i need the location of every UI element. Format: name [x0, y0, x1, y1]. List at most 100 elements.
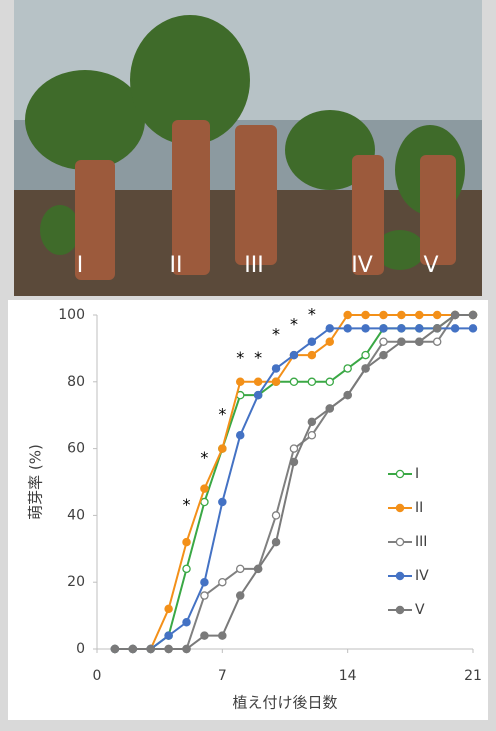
significance-mark: * [236, 348, 244, 367]
data-point [111, 645, 118, 652]
data-point [201, 579, 208, 586]
data-point [326, 378, 333, 385]
data-point [380, 338, 387, 345]
data-point [451, 311, 458, 318]
y-tick-label: 40 [67, 507, 85, 523]
data-point [326, 325, 333, 332]
x-tick-label: 14 [339, 668, 357, 684]
data-point [255, 378, 262, 385]
data-point [308, 418, 315, 425]
significance-mark: * [272, 325, 280, 344]
legend-marker [396, 538, 403, 545]
data-point [290, 378, 297, 385]
data-point [165, 632, 172, 639]
data-point [219, 445, 226, 452]
data-point [219, 498, 226, 505]
data-point [255, 565, 262, 572]
data-point [183, 539, 190, 546]
photo-label: III [244, 253, 263, 278]
data-point [272, 365, 279, 372]
x-axis-label: 植え付け後日数 [232, 694, 337, 712]
data-point [290, 445, 297, 452]
data-point [201, 592, 208, 599]
data-point [237, 432, 244, 439]
data-point [237, 378, 244, 385]
data-point [201, 632, 208, 639]
data-point [255, 392, 262, 399]
legend-label: III [415, 534, 427, 550]
legend-label: II [415, 500, 423, 516]
data-point [272, 539, 279, 546]
data-point [416, 311, 423, 318]
legend-label: IV [415, 568, 429, 584]
data-point [434, 311, 441, 318]
data-point [219, 632, 226, 639]
data-point [434, 338, 441, 345]
data-point [380, 311, 387, 318]
x-tick-label: 21 [464, 668, 482, 684]
data-point [308, 338, 315, 345]
data-point [326, 338, 333, 345]
data-point [469, 325, 476, 332]
data-point [147, 645, 154, 652]
data-point [451, 325, 458, 332]
data-point [201, 485, 208, 492]
data-point [344, 365, 351, 372]
data-point [308, 432, 315, 439]
data-point [183, 619, 190, 626]
significance-mark: * [200, 448, 208, 467]
y-axis-label: 萌芽率 (%) [27, 444, 45, 520]
y-tick-label: 100 [58, 307, 85, 323]
photo-label: I [77, 253, 84, 278]
data-point [290, 458, 297, 465]
y-tick-label: 80 [67, 374, 85, 390]
data-point [308, 378, 315, 385]
significance-mark: * [254, 348, 262, 367]
data-point [290, 351, 297, 358]
data-point [272, 378, 279, 385]
data-point [272, 512, 279, 519]
data-point [165, 605, 172, 612]
data-point [308, 351, 315, 358]
data-point [469, 311, 476, 318]
legend-label: V [415, 602, 425, 618]
data-point [416, 325, 423, 332]
significance-mark: * [290, 315, 298, 334]
data-point [183, 645, 190, 652]
legend-label: I [415, 466, 419, 482]
data-point [344, 392, 351, 399]
data-point [380, 351, 387, 358]
data-point [398, 338, 405, 345]
data-point [380, 325, 387, 332]
data-point [183, 565, 190, 572]
photo-label: II [170, 253, 183, 278]
y-tick-label: 20 [67, 574, 85, 590]
data-point [434, 325, 441, 332]
data-point [362, 311, 369, 318]
page: IIIIIIIVV 萌芽率 (%) 植え付け後日数 02040608010007… [0, 0, 496, 727]
data-point [219, 579, 226, 586]
data-point [344, 311, 351, 318]
data-point [398, 325, 405, 332]
data-point [344, 325, 351, 332]
data-point [398, 311, 405, 318]
figure: IIIIIIIVV 萌芽率 (%) 植え付け後日数 02040608010007… [0, 0, 496, 727]
photo-label: IV [351, 253, 373, 278]
data-point [326, 405, 333, 412]
data-point [237, 592, 244, 599]
significance-mark: * [183, 495, 191, 514]
significance-mark: * [218, 405, 226, 424]
data-point [362, 351, 369, 358]
legend-marker [396, 470, 403, 477]
photo-label: V [423, 253, 438, 278]
data-point [362, 325, 369, 332]
y-tick-label: 0 [76, 641, 85, 657]
x-tick-label: 7 [218, 668, 227, 684]
y-tick-label: 60 [67, 441, 85, 457]
data-point [129, 645, 136, 652]
legend-marker [396, 504, 403, 511]
legend-marker [396, 606, 403, 613]
x-tick-label: 0 [93, 668, 102, 684]
significance-mark: * [308, 305, 316, 324]
